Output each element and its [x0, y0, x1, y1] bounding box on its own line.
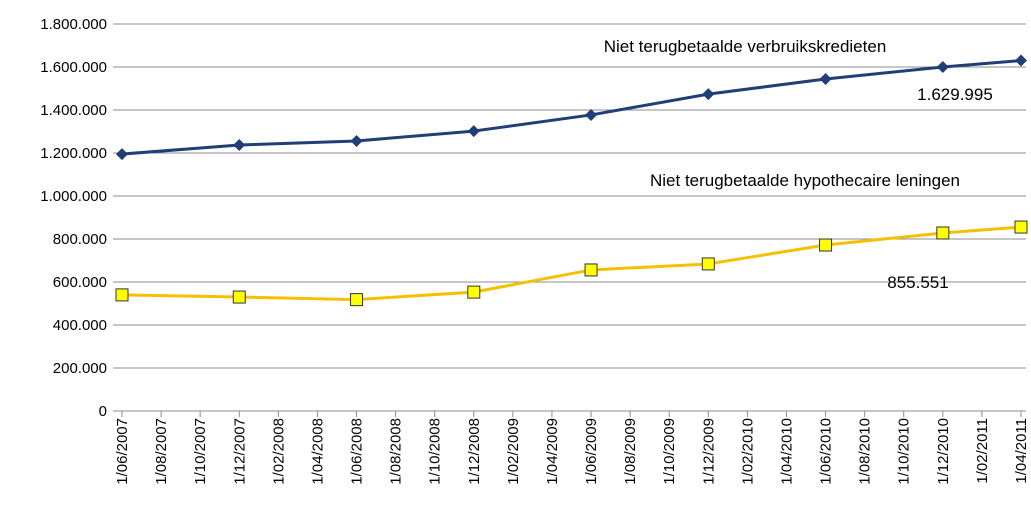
- x-tick-label: 1/08/2009: [622, 418, 639, 485]
- x-tick-label: 1/06/2007: [114, 418, 131, 485]
- x-tick-label: 1/10/2007: [192, 418, 209, 485]
- line-segment: [473, 113, 592, 133]
- point: [1015, 54, 1027, 67]
- y-tick-label: 1.000.000: [40, 188, 107, 205]
- line-segment: [356, 129, 474, 143]
- line-segment: [239, 295, 357, 302]
- point: [467, 125, 480, 138]
- y-tick-label: 600.000: [53, 274, 107, 291]
- data-label: 1.629.995: [917, 85, 993, 104]
- line-segment: [708, 77, 826, 96]
- x-tick-label: 1/04/2008: [309, 418, 326, 485]
- x-tick-label: 1/06/2010: [818, 418, 835, 485]
- point: [233, 139, 246, 152]
- x-tick-label: 1/06/2009: [583, 418, 600, 485]
- point: [819, 238, 833, 252]
- line-segment: [825, 65, 943, 81]
- point: [584, 263, 598, 277]
- point: [1014, 220, 1028, 234]
- x-tick-label: 1/10/2009: [661, 418, 678, 485]
- line-segment: [121, 143, 240, 156]
- x-tick-label: 1/06/2008: [349, 418, 366, 485]
- point: [350, 134, 363, 147]
- point: [350, 293, 364, 307]
- x-tick-label: 1/02/2008: [270, 418, 287, 485]
- y-tick-label: 800.000: [53, 231, 107, 248]
- x-tick-label: 1/12/2008: [466, 418, 483, 485]
- line-segment: [356, 290, 474, 302]
- line-segment: [121, 293, 240, 299]
- point: [585, 108, 598, 121]
- x-tick-label: 1/12/2007: [231, 418, 248, 485]
- point: [232, 290, 246, 304]
- x-tick-label: 1/02/2009: [505, 418, 522, 485]
- x-tick-label: 1/04/2011: [1013, 418, 1030, 484]
- x-tick-label: 1/08/2008: [388, 418, 405, 485]
- line-segment: [590, 92, 709, 117]
- x-tick-label: 1/12/2009: [700, 418, 717, 485]
- point: [702, 88, 715, 101]
- line-segment: [473, 268, 592, 294]
- line-segment: [825, 231, 943, 247]
- x-tick-label: 1/12/2010: [935, 418, 952, 485]
- x-tick-label: 1/10/2010: [896, 418, 913, 485]
- x-tick-label: 1/02/2011: [974, 418, 991, 484]
- point: [819, 73, 832, 86]
- point: [936, 226, 950, 240]
- point: [116, 148, 128, 161]
- y-tick-label: 1.400.000: [40, 102, 107, 119]
- line-segment: [590, 262, 709, 272]
- point: [701, 257, 715, 271]
- y-tick-label: 200.000: [53, 360, 107, 377]
- y-tick-label: 0: [99, 403, 107, 420]
- x-tick-label: 1/02/2010: [739, 418, 756, 485]
- point: [467, 285, 481, 299]
- y-tick-label: 1.800.000: [40, 16, 107, 33]
- x-tick-label: 1/08/2007: [153, 418, 170, 485]
- line-segment: [942, 225, 1022, 235]
- y-tick-label: 1.600.000: [40, 59, 107, 76]
- x-tick-label: 1/04/2009: [544, 418, 561, 485]
- series-label: Niet terugbetaalde hypothecaire leningen: [650, 171, 960, 190]
- line-segment: [942, 59, 1022, 69]
- data-label: 855.551: [887, 273, 948, 292]
- series-label: Niet terugbetaalde verbruikskredieten: [604, 37, 887, 56]
- point: [115, 288, 129, 302]
- line-segment: [239, 139, 357, 147]
- point: [936, 61, 949, 73]
- x-tick-label: 1/08/2010: [857, 418, 874, 485]
- line-segment: [708, 243, 826, 266]
- y-tick-label: 400.000: [53, 317, 107, 334]
- y-tick-label: 1.200.000: [40, 145, 107, 162]
- x-tick-label: 1/10/2008: [427, 418, 444, 485]
- x-tick-label: 1/04/2010: [778, 418, 795, 485]
